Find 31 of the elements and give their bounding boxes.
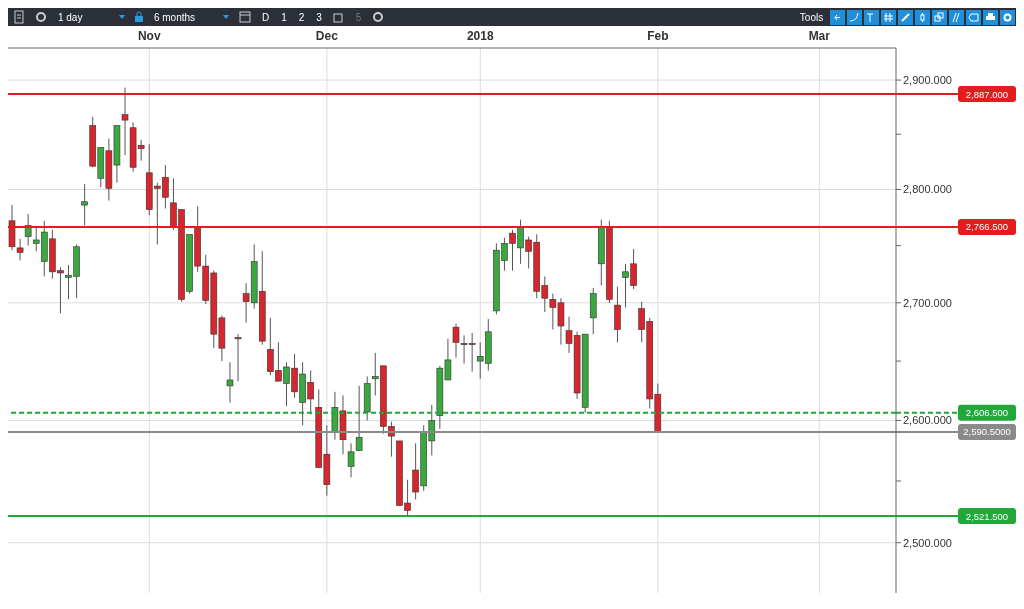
y-tick-label: 2,600.000 bbox=[903, 414, 952, 427]
x-tick-label: Dec bbox=[315, 29, 339, 43]
candlestick bbox=[347, 442, 355, 478]
text: 6 months bbox=[153, 11, 197, 23]
candlestick bbox=[121, 87, 129, 156]
y-tick-label: 2,500.000 bbox=[903, 536, 952, 549]
x-tick-label: Feb bbox=[647, 29, 669, 43]
x-tick-label: Nov bbox=[137, 29, 161, 43]
y-tick-label: 2,700.000 bbox=[903, 296, 952, 309]
text: 1 bbox=[281, 11, 287, 23]
candlestick bbox=[452, 323, 460, 359]
text: 2 bbox=[298, 11, 305, 23]
candlestick bbox=[355, 385, 363, 452]
ref-line-label: 2,606.500 bbox=[965, 407, 1009, 419]
text: D bbox=[261, 11, 270, 23]
ref-line-label: 2,766.500 bbox=[965, 221, 1009, 233]
candlestick bbox=[81, 183, 88, 226]
ref-line-label: 2,887.000 bbox=[965, 88, 1009, 100]
ref-line-label: 2,590.5000 bbox=[963, 426, 1011, 438]
y-tick-label: 2,800.000 bbox=[903, 183, 952, 196]
text: 1 day bbox=[57, 11, 84, 23]
candlestick bbox=[234, 333, 242, 382]
y-tick-label: 2,900.000 bbox=[903, 73, 952, 86]
candlestick bbox=[226, 361, 234, 404]
ref-line-label: 2,521.500 bbox=[965, 510, 1009, 522]
text: 5 bbox=[355, 11, 362, 23]
x-tick-label: 2018 bbox=[466, 29, 494, 43]
text: 3 bbox=[316, 11, 322, 23]
x-tick-label: Mar bbox=[808, 29, 831, 43]
candlestick bbox=[16, 238, 24, 261]
text: Tools bbox=[799, 11, 824, 23]
